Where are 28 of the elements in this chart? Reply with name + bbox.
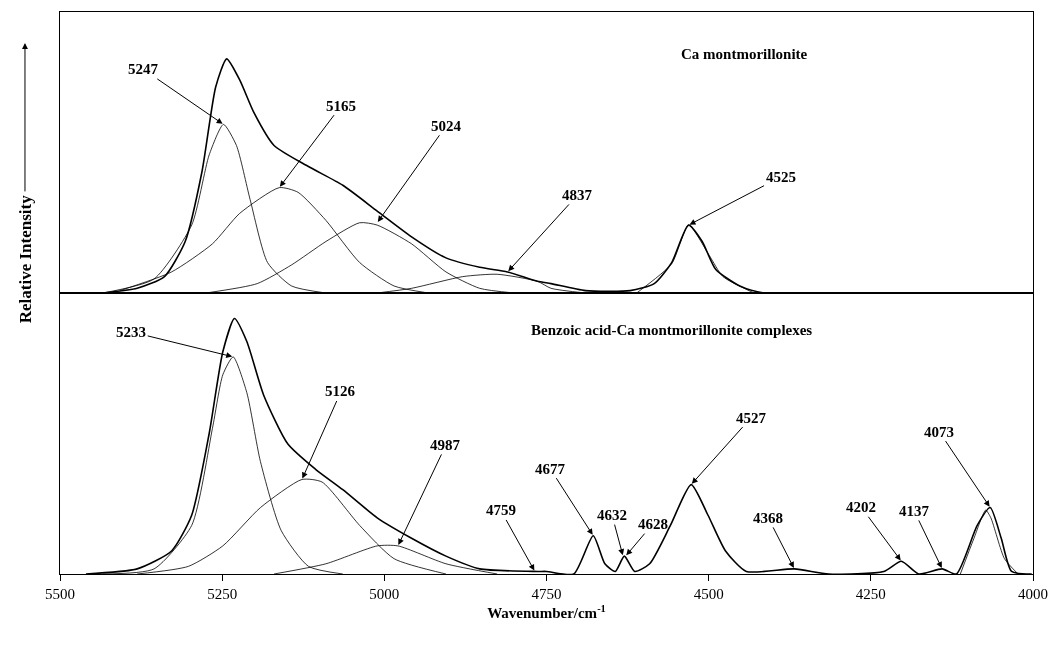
annotation: 5247 [128, 61, 159, 77]
x-tick-label: 4250 [855, 586, 886, 602]
x-tick-label: 4750 [531, 586, 562, 602]
annotation: 4073 [924, 424, 954, 440]
annotation: 5165 [326, 98, 356, 114]
annotation: 4632 [597, 507, 627, 523]
x-axis-title: Wavenumber/cm$^{-1}$ [487, 602, 606, 621]
x-tick-label: 4000 [1018, 586, 1048, 602]
annotation: 4525 [766, 169, 796, 185]
x-tick-label: 5500 [45, 586, 75, 602]
annotation: 4837 [562, 187, 593, 203]
annotation: 5233 [116, 324, 146, 340]
annotation: 4137 [899, 503, 930, 519]
annotation: 4628 [638, 516, 668, 532]
annotation: 5024 [431, 118, 462, 134]
x-tick-label: 5000 [369, 586, 400, 602]
annotation: 4527 [736, 410, 767, 426]
annotation: 4677 [535, 461, 566, 477]
chart-title: Benzoic acid-Ca montmorillonite complexes [531, 322, 813, 338]
chart-title: Ca montmorillonite [681, 46, 808, 62]
annotation: 4987 [430, 437, 461, 453]
annotation: 4202 [846, 499, 876, 515]
x-tick-label: 5250 [207, 586, 238, 602]
annotation: 5126 [325, 383, 356, 399]
x-tick-label: 4500 [693, 586, 724, 602]
y-axis-title: Relative Intensity [15, 194, 35, 324]
annotation: 4759 [486, 502, 516, 518]
annotation: 4368 [753, 510, 783, 526]
